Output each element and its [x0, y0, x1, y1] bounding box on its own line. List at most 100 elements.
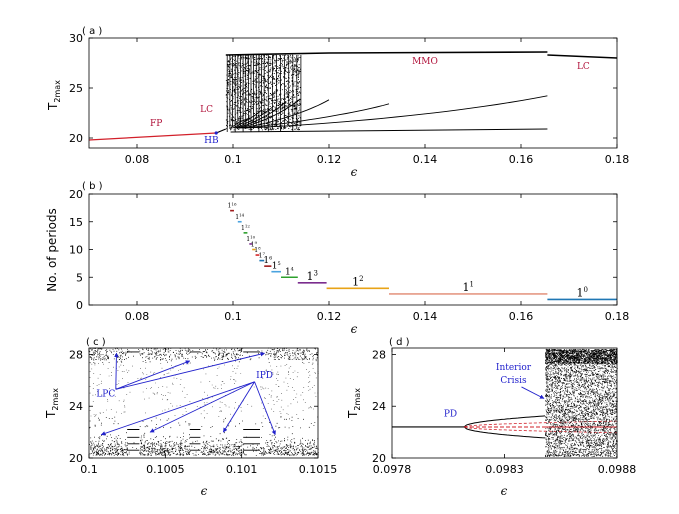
x-tick-label: 0.08	[125, 310, 150, 323]
post-mmo-limit-cycle	[547, 54, 618, 59]
panel-b-y-label: No. of periods	[45, 208, 59, 292]
panel-a-label: ( a )	[82, 26, 102, 37]
x-tick-label: 0.0978	[373, 463, 412, 476]
mmo-lower-branch	[232, 109, 263, 129]
y-tick-label: 20	[69, 188, 83, 201]
mmo-window-stripes	[226, 55, 302, 132]
x-tick-label: 0.1	[224, 153, 242, 166]
y-tick-label: 28	[69, 348, 83, 361]
panel-c-y-label: T2max	[44, 388, 60, 419]
mmo-lower-branch	[230, 117, 251, 129]
x-tick-label: 0.1	[80, 463, 98, 476]
x-tick-label: 0.16	[509, 310, 534, 323]
x-tick-label: 0.14	[413, 310, 438, 323]
x-tick-label: 0.18	[605, 153, 630, 166]
x-tick-label: 0.18	[605, 310, 630, 323]
x-tick-label: 0.08	[125, 153, 150, 166]
chaotic-cloud-upper	[89, 347, 319, 364]
panel-b-plot-area	[230, 209, 617, 301]
ipd-arrow	[100, 381, 255, 436]
panel-a-annotations: FP LC HB MMO LC	[150, 57, 590, 146]
unstable-upper	[463, 420, 618, 428]
x-tick-label: 0.16	[509, 153, 534, 166]
plateau-label: 116	[228, 201, 237, 209]
y-tick-label: 20	[69, 452, 83, 465]
panel-d-annotations: PD Interior Crisis	[444, 363, 545, 420]
chaotic-cloud-middle	[89, 363, 319, 417]
annotation-mmo: MMO	[412, 57, 438, 67]
panel-d-x-ticks: 0.0978 0.0983 0.0988	[373, 348, 637, 476]
x-tick-label: 0.1005	[146, 463, 185, 476]
annotation-crisis: Crisis	[500, 376, 527, 386]
annotation-lpc: LPC	[96, 389, 115, 399]
periodic-window-1	[127, 351, 140, 451]
chaotic-attractor	[545, 348, 618, 458]
plateau-label: 17	[259, 251, 266, 259]
lpc-arrow	[115, 360, 191, 390]
plateau-label: 114	[235, 212, 244, 220]
panel-b: ( b ) 0.08 0.1 0.12 0.14 0.16 0.18 0 5 10 15 20 1…	[45, 181, 629, 336]
panel-a-x-ticks: 0.08 0.1 0.12 0.14 0.16 0.18	[125, 38, 630, 166]
panel-c: ( c ) 0.1 0.1005 0.101 0.1015 20 24 28 LPC IPD…	[44, 337, 337, 498]
y-tick-label: 24	[69, 400, 83, 413]
annotation-fp: FP	[150, 119, 162, 129]
mmo-chaotic-cloud	[225, 54, 302, 131]
panel-c-plot-area	[89, 347, 319, 456]
period-doubled-upper	[463, 415, 546, 428]
plateau-label: 112	[241, 223, 250, 231]
plateau-label: 14	[285, 267, 294, 278]
x-tick-label: 0.0988	[598, 463, 637, 476]
periodic-window-3	[243, 351, 260, 451]
lpc-arrow	[115, 351, 266, 390]
mmo-lower-branch	[236, 101, 287, 129]
ipd-arrow	[149, 381, 255, 433]
x-tick-label: 0.1015	[299, 463, 338, 476]
periodic-window-2	[189, 351, 201, 451]
annotation-lc: LC	[577, 62, 590, 72]
panel-a-plot-area	[88, 51, 618, 141]
panel-b-y-ticks: 0 5 10 15 20	[69, 188, 617, 312]
panel-c-label: ( c )	[86, 337, 106, 348]
plateau-label: 19	[251, 240, 258, 248]
panel-c-y-ticks: 20 24 28	[69, 348, 318, 465]
y-tick-label: 30	[69, 32, 83, 45]
panel-a-y-label: T2max	[46, 80, 62, 111]
plateau-label: 15	[272, 261, 281, 272]
mmo-upper-branch	[225, 51, 548, 56]
lpc-arrow	[114, 352, 119, 390]
panel-b-x-ticks: 0.08 0.1 0.12 0.14 0.16 0.18	[125, 194, 630, 323]
panel-d: ( d ) 0.0978 0.0983 0.0988 20 24 28 PD Interi…	[346, 337, 636, 498]
limit-cycle-branch	[215, 128, 227, 134]
panel-b-label: ( b )	[82, 181, 103, 192]
fixed-point-branch	[88, 132, 217, 141]
annotation-lc: LC	[200, 105, 213, 115]
plateau-label: 18	[254, 246, 261, 254]
chaotic-cloud-lower	[89, 416, 319, 456]
y-tick-label: 24	[372, 400, 386, 413]
x-tick-label: 0.0983	[485, 463, 524, 476]
mmo-lower-branch	[238, 98, 301, 129]
x-tick-label: 0.14	[413, 153, 438, 166]
hopf-bifurcation-point	[214, 131, 218, 135]
x-tick-label: 0.12	[317, 310, 342, 323]
plateau-label: 110	[246, 235, 255, 243]
panel-b-x-label: ϵ	[351, 322, 358, 336]
y-tick-label: 15	[69, 216, 83, 229]
annotation-ipd: IPD	[256, 371, 273, 381]
y-tick-label: 28	[372, 348, 386, 361]
ipd-arrow	[254, 381, 276, 436]
panel-c-x-ticks: 0.1 0.1005 0.101 0.1015	[80, 348, 337, 476]
y-tick-label: 25	[69, 82, 83, 95]
y-tick-label: 10	[69, 244, 83, 257]
annotation-interior: Interior	[496, 363, 532, 373]
ipd-arrow	[222, 381, 255, 433]
x-tick-label: 0.1	[224, 310, 242, 323]
panel-c-frame	[88, 347, 319, 459]
panel-d-plot-area	[392, 348, 618, 458]
panel-d-y-label: T2max	[346, 388, 362, 419]
panel-a-y-ticks: 20 25 30	[69, 32, 617, 145]
plateau-label: 12	[352, 275, 363, 288]
y-tick-label: 20	[372, 452, 386, 465]
